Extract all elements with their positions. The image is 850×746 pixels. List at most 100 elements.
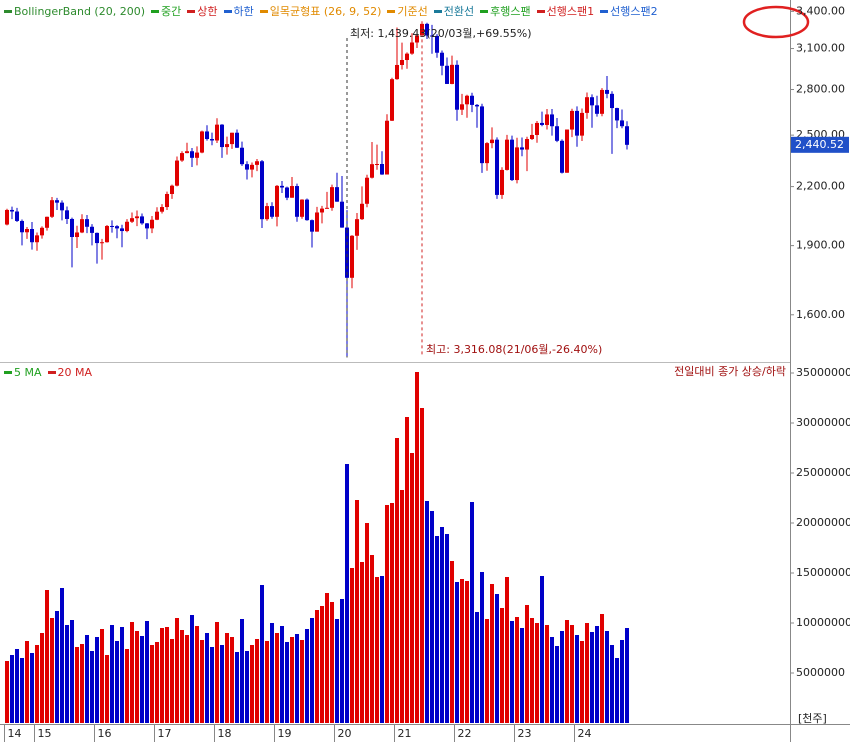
volume-bar (225, 633, 229, 723)
legend-item: 하한 (223, 3, 254, 19)
volume-bar (240, 619, 244, 723)
candle-body (270, 206, 274, 217)
candle-body (390, 79, 394, 121)
candle-body (585, 97, 589, 113)
volume-bar (595, 626, 599, 723)
volume-bar (470, 502, 474, 723)
x-tick-label: 24 (578, 727, 592, 740)
candle-body (115, 226, 119, 229)
volume-bar (125, 649, 129, 723)
volume-bar (505, 577, 509, 723)
candle-body (375, 164, 379, 166)
volume-bar (40, 633, 44, 723)
candle-body (400, 60, 404, 65)
candle-body (105, 225, 109, 243)
y-tick-label: 2,800.00 (796, 83, 845, 96)
legend-label: 상한 (197, 5, 218, 18)
volume-bar (165, 627, 169, 723)
legend-item: 상한 (187, 3, 218, 19)
volume-bar (90, 651, 94, 723)
x-tick-label: 17 (158, 727, 172, 740)
x-tick-label: 22 (458, 727, 472, 740)
x-tick-label: 21 (398, 727, 412, 740)
volume-bar (415, 372, 419, 723)
candle-body (575, 110, 579, 136)
x-tick-label: 15 (38, 727, 52, 740)
y-tick-label: 1,900.00 (796, 239, 845, 252)
x-tick-label: 18 (218, 727, 232, 740)
candle-body (515, 147, 519, 181)
candle-body (540, 122, 544, 125)
legend-item: 기준선 (387, 3, 428, 19)
candle-body (305, 199, 309, 221)
volume-bar (105, 655, 109, 723)
volume-bar (425, 501, 429, 723)
volume-bar (570, 625, 574, 723)
legend-label: 20 MA (57, 366, 93, 379)
candle-body (520, 147, 524, 150)
volume-bar (85, 635, 89, 723)
volume-bar (280, 626, 284, 723)
volume-bar (535, 623, 539, 723)
x-tick-label: 23 (518, 727, 532, 740)
volume-bar (545, 625, 549, 723)
volume-bar (140, 636, 144, 723)
volume-bar (320, 606, 324, 723)
volume-bar (45, 590, 49, 723)
candle-body (360, 203, 364, 220)
volume-bar (150, 645, 154, 723)
y-tick-label: 30000000 (796, 416, 850, 429)
volume-bar (410, 453, 414, 723)
volume-note: 전일대비 종가 상승/하락 (674, 364, 786, 378)
legend-swatch (4, 371, 12, 374)
candle-body (525, 139, 529, 150)
volume-bar (365, 523, 369, 723)
volume-bar (25, 641, 29, 723)
volume-bar (270, 623, 274, 723)
legend-item: 중간 (151, 3, 181, 19)
legend-swatch (536, 9, 545, 13)
volume-bar (130, 622, 134, 723)
volume-bar (350, 568, 354, 723)
legend-label: 5 MA (14, 366, 42, 379)
legend-label: 일목균형표 (26, 9, 52) (269, 5, 382, 18)
volume-bar (220, 645, 224, 723)
volume-bar (370, 555, 374, 723)
candle-body (310, 220, 314, 232)
candle-body (485, 143, 489, 164)
candle-body (35, 235, 39, 243)
volume-bar (440, 527, 444, 723)
candle-body (175, 160, 179, 186)
legend-item: 후행스팬 (480, 3, 531, 19)
volume-bar (605, 631, 609, 723)
volume-bar (290, 637, 294, 723)
volume-bar (355, 500, 359, 723)
volume-bar (580, 641, 584, 723)
volume-bar (115, 641, 119, 723)
y-tick-label: 15000000 (796, 566, 850, 579)
candle-body (325, 207, 329, 209)
legend-swatch (387, 9, 396, 13)
candle-body (205, 131, 209, 140)
candle-body (465, 95, 469, 105)
volume-bar (15, 649, 19, 723)
volume-bar (265, 641, 269, 723)
candle-body (380, 164, 384, 175)
volume-bar (445, 534, 449, 723)
volume-bar (340, 599, 344, 723)
candle-body (245, 164, 249, 170)
volume-bar (50, 618, 54, 723)
candle-body (235, 132, 239, 148)
volume-bar (615, 658, 619, 723)
candle-body (625, 126, 629, 145)
volume-bar (515, 617, 519, 723)
volume-bar (360, 562, 364, 723)
legend-swatch (223, 9, 232, 13)
volume-bar (250, 645, 254, 723)
volume-bar (540, 576, 544, 723)
candle-body (555, 126, 559, 141)
volume-bar (235, 652, 239, 723)
highlight-ellipse (742, 5, 810, 39)
candle-body (395, 64, 399, 80)
